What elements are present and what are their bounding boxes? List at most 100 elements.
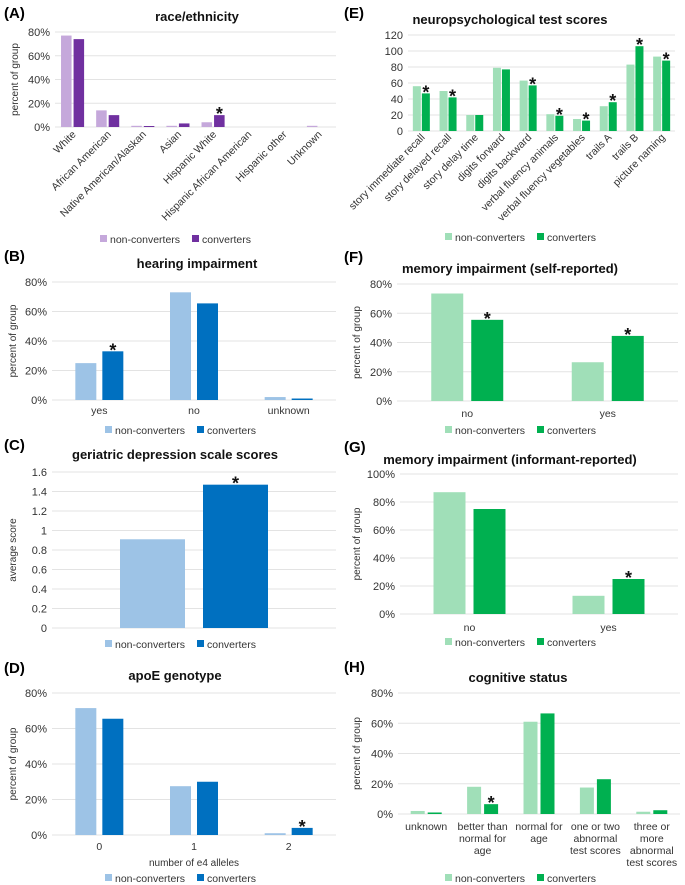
bar-converters [197, 303, 218, 400]
y-tick-label: 1.2 [32, 506, 47, 518]
x-tick-label: better than normal for age [457, 821, 507, 857]
bar-non-converters [131, 125, 142, 127]
bar-converters [608, 102, 617, 131]
x-tick-label: yes [600, 622, 616, 634]
bar-non-converters [466, 115, 475, 131]
legend: non-converters converters [105, 873, 256, 885]
bar-converters [662, 60, 671, 131]
chart-title: memory impairment (informant-reported) [383, 452, 637, 467]
x-tick-label-line: one or two [571, 821, 620, 833]
legend-label-converters: converters [547, 637, 596, 649]
bar-converters [291, 827, 313, 835]
y-tick-label: 80% [28, 27, 50, 39]
y-tick-label: 60% [28, 51, 50, 63]
significance-star: * [529, 74, 536, 94]
x-tick-label: 1 [191, 841, 197, 853]
y-tick-label: 0% [31, 830, 47, 842]
bar-non-converters [75, 363, 97, 400]
panel-label: (B) [4, 248, 25, 265]
y-tick-label: 1.6 [32, 467, 47, 479]
legend-swatch-non-converters [105, 426, 112, 433]
y-tick-label: 1.4 [32, 487, 47, 499]
significance-star: * [609, 91, 616, 111]
x-tick-label: one or two abnormal test scores [570, 821, 621, 857]
y-axis-label: percent of group [352, 306, 363, 379]
significance-star: * [422, 82, 429, 102]
panel-label: (A) [4, 5, 25, 22]
panel-g: (G) memory impairment (informant-reported… [344, 439, 678, 649]
bar-non-converters [579, 787, 594, 814]
legend-swatch-non-converters [445, 638, 452, 645]
x-tick-label-line: test scores [570, 845, 621, 857]
bar-converters [611, 335, 644, 401]
legend-label-non-converters: non-converters [455, 637, 525, 649]
y-tick-label: 0% [31, 395, 47, 407]
x-tick-label: unknown [405, 821, 447, 833]
bar-non-converters [264, 397, 286, 400]
x-tick-label: trails A [584, 132, 615, 163]
bar-non-converters [170, 786, 191, 835]
bar-non-converters [120, 539, 185, 628]
bar-converters [501, 69, 510, 131]
x-tick-label: unknown [268, 405, 310, 417]
legend-swatch-non-converters [445, 874, 452, 881]
bar-non-converters [636, 811, 651, 814]
y-tick-label: 20 [391, 110, 403, 122]
y-tick-label: 40% [28, 75, 50, 87]
y-tick-label: 0.8 [32, 545, 47, 557]
y-tick-label: 0.2 [32, 604, 47, 616]
panel-label: (C) [4, 437, 25, 454]
legend-label-converters: converters [547, 425, 596, 437]
panel-b: (B) hearing impairment 0% 20% 40% 60% 80% perce… [4, 248, 336, 437]
x-tick-label: yes [91, 405, 107, 417]
legend: non-converters converters [100, 234, 251, 246]
y-tick-label: 0.6 [32, 565, 47, 577]
bar-converters [582, 120, 591, 131]
legend-swatch-converters [192, 235, 199, 242]
bar-converters [596, 779, 611, 814]
y-axis-label: percent of group [10, 43, 21, 116]
legend-label-non-converters: non-converters [115, 425, 185, 437]
bar-non-converters [166, 125, 177, 127]
panel-a: (A) race/ethnicity 0% 20% 40% 60% 80% percent o… [4, 5, 336, 246]
legend-label-converters: converters [207, 873, 256, 885]
significance-star: * [299, 817, 306, 837]
legend: non-converters converters [105, 425, 256, 437]
y-tick-label: 100% [367, 469, 395, 481]
significance-star: * [232, 474, 239, 494]
legend: non-converters converters [445, 232, 596, 244]
x-tick-label: no [188, 405, 200, 417]
bar-non-converters [546, 114, 555, 131]
bar-converters [448, 97, 457, 131]
bar-non-converters [523, 721, 538, 814]
legend-label-non-converters: non-converters [455, 873, 525, 885]
y-tick-label: 40 [391, 94, 403, 106]
chart-title: memory impairment (self-reported) [402, 261, 618, 276]
bar-non-converters [201, 122, 213, 127]
legend-swatch-non-converters [105, 874, 112, 881]
legend-label-non-converters: non-converters [110, 234, 180, 246]
y-tick-label: 40% [370, 338, 392, 350]
y-tick-label: 60% [370, 308, 392, 320]
y-tick-label: 40% [373, 553, 395, 565]
bar-non-converters [170, 292, 191, 400]
x-tick-label-line: age [530, 833, 548, 845]
y-tick-label: 0.4 [32, 584, 47, 596]
bar-non-converters [431, 293, 464, 401]
panel-label: (G) [344, 439, 366, 456]
bar-converters [612, 579, 645, 614]
bar-non-converters [571, 362, 604, 401]
y-tick-label: 100 [385, 46, 403, 58]
bar-converters [653, 810, 668, 814]
bar-non-converters [572, 595, 605, 614]
y-tick-label: 0% [377, 809, 393, 821]
x-tick-label-line: three or [634, 821, 671, 833]
legend-swatch-converters [537, 426, 544, 433]
y-axis-label: average score [8, 518, 19, 582]
x-tick-label-line: abnormal [574, 833, 618, 845]
significance-star: * [484, 309, 491, 329]
legend-label-converters: converters [207, 639, 256, 651]
bar-converters [421, 93, 430, 131]
y-tick-label: 0% [379, 609, 395, 621]
